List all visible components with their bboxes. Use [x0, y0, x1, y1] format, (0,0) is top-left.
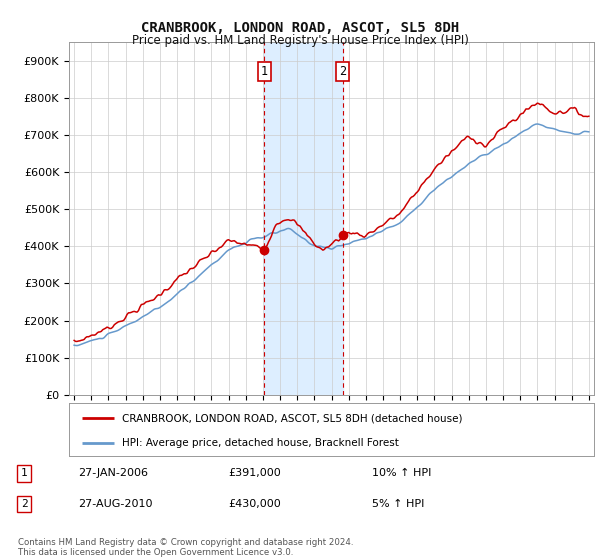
- Text: 2: 2: [20, 499, 28, 509]
- Text: 10% ↑ HPI: 10% ↑ HPI: [372, 468, 431, 478]
- Text: Contains HM Land Registry data © Crown copyright and database right 2024.
This d: Contains HM Land Registry data © Crown c…: [18, 538, 353, 557]
- Text: 27-JAN-2006: 27-JAN-2006: [78, 468, 148, 478]
- Text: 1: 1: [260, 65, 268, 78]
- Text: 1: 1: [20, 468, 28, 478]
- Text: CRANBROOK, LONDON ROAD, ASCOT, SL5 8DH: CRANBROOK, LONDON ROAD, ASCOT, SL5 8DH: [141, 21, 459, 35]
- Text: CRANBROOK, LONDON ROAD, ASCOT, SL5 8DH (detached house): CRANBROOK, LONDON ROAD, ASCOT, SL5 8DH (…: [121, 413, 462, 423]
- Bar: [264, 42, 343, 395]
- Text: 27-AUG-2010: 27-AUG-2010: [78, 499, 152, 509]
- Text: 5% ↑ HPI: 5% ↑ HPI: [372, 499, 424, 509]
- Text: Price paid vs. HM Land Registry's House Price Index (HPI): Price paid vs. HM Land Registry's House …: [131, 34, 469, 46]
- Text: £430,000: £430,000: [228, 499, 281, 509]
- Text: HPI: Average price, detached house, Bracknell Forest: HPI: Average price, detached house, Brac…: [121, 438, 398, 448]
- Text: 2: 2: [339, 65, 346, 78]
- Text: £391,000: £391,000: [228, 468, 281, 478]
